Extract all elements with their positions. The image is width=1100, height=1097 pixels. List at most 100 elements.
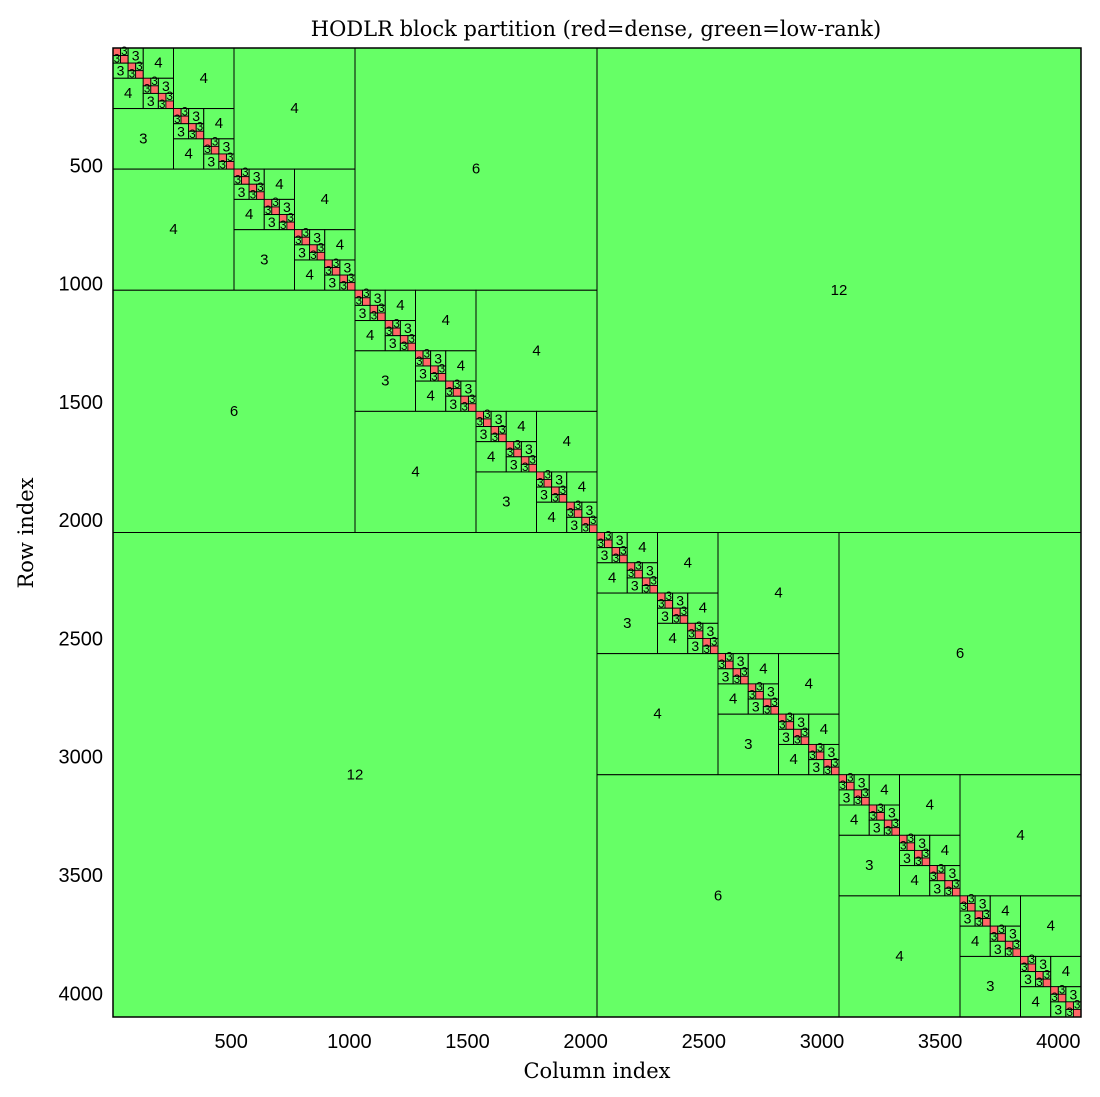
block-rank-label: 4 — [169, 221, 177, 238]
block-rank-label: 3 — [756, 682, 762, 694]
block-rank-label: 6 — [714, 887, 722, 904]
dense-block — [468, 403, 477, 412]
block-rank-label: 3 — [779, 720, 785, 732]
block-rank-label: 3 — [782, 729, 790, 745]
block-rank-label: 4 — [154, 55, 162, 72]
lowrank-block — [657, 532, 719, 594]
x-tick-labels: 500 1000 1500 2000 2500 3000 3500 4000 — [214, 1031, 1080, 1053]
lowrank-block — [899, 774, 961, 836]
lowrank-block — [112, 289, 356, 533]
block-rank-label: 3 — [288, 212, 294, 224]
block-rank-label: 3 — [1070, 986, 1078, 1002]
block-rank-label: 3 — [303, 227, 309, 239]
block-rank-label: 3 — [446, 386, 452, 398]
block-rank-label: 3 — [983, 909, 989, 921]
lowrank-block — [596, 774, 840, 1018]
block-rank-label: 3 — [938, 863, 944, 875]
block-rank-label: 3 — [877, 803, 883, 815]
block-rank-label: 3 — [1006, 947, 1012, 959]
block-rank-label: 3 — [461, 402, 467, 414]
lowrank-block — [717, 532, 840, 655]
block-rank-label: 3 — [964, 911, 972, 927]
block-rank-label: 3 — [522, 462, 528, 474]
dense-block — [377, 312, 386, 321]
block-rank-label: 3 — [257, 182, 263, 194]
block-rank-label: 3 — [132, 48, 140, 64]
block-rank-label: 4 — [336, 236, 344, 253]
block-rank-label: 3 — [507, 447, 513, 459]
block-rank-label: 3 — [764, 704, 770, 716]
block-rank-label: 3 — [344, 260, 352, 276]
block-rank-label: 3 — [192, 108, 200, 124]
lowrank-block — [1050, 955, 1082, 988]
dense-block — [558, 494, 568, 503]
block-rank-label: 3 — [1054, 1001, 1062, 1017]
block-rank-label: 4 — [124, 85, 132, 102]
block-rank-label: 3 — [797, 714, 805, 730]
block-rank-label: 3 — [824, 765, 830, 777]
lowrank-block — [173, 47, 235, 110]
block-rank-label: 3 — [167, 91, 173, 103]
block-rank-label: 4 — [411, 463, 419, 480]
block-rank-label: 4 — [290, 100, 298, 117]
block-rank-label: 3 — [310, 250, 316, 262]
block-rank-label: 4 — [578, 479, 586, 496]
block-rank-label: 3 — [434, 350, 442, 366]
block-rank-label: 3 — [930, 871, 936, 883]
block-rank-label: 3 — [688, 629, 694, 641]
dense-block — [831, 766, 840, 776]
block-rank-label: 4 — [305, 267, 313, 284]
block-rank-label: 4 — [653, 706, 661, 723]
block-rank-label: 3 — [212, 137, 218, 149]
block-rank-label: 3 — [623, 615, 631, 632]
block-rank-label: 3 — [832, 757, 838, 769]
block-rank-label: 3 — [268, 214, 276, 230]
lowrank-block — [263, 168, 295, 200]
y-tick-label: 1000 — [59, 274, 104, 296]
dense-block — [649, 585, 658, 594]
block-rank-label: 4 — [1062, 963, 1070, 980]
block-rank-label: 3 — [265, 205, 271, 217]
dense-block — [679, 615, 689, 624]
dense-block — [891, 827, 900, 836]
block-rank-label: 3 — [381, 373, 389, 390]
block-rank-label: 4 — [366, 327, 374, 344]
x-axis-label: Column index — [523, 1059, 670, 1083]
block-rank-label: 3 — [787, 712, 793, 724]
block-rank-label: 4 — [774, 585, 782, 602]
lowrank-block — [354, 47, 598, 291]
block-rank-label: 3 — [250, 190, 256, 202]
dense-block — [740, 675, 749, 685]
block-rank-label: 4 — [1047, 918, 1055, 935]
block-rank-label: 3 — [873, 820, 881, 836]
block-rank-label: 3 — [484, 409, 490, 421]
lowrank-block — [929, 834, 961, 867]
block-rank-label: 3 — [582, 523, 588, 535]
dense-block — [286, 221, 295, 231]
block-rank-label: 3 — [681, 606, 687, 618]
block-rank-label: 3 — [643, 583, 649, 595]
block-rank-label: 3 — [998, 924, 1004, 936]
block-rank-label: 3 — [416, 356, 422, 368]
block-rank-label: 3 — [371, 311, 377, 323]
lowrank-block — [173, 138, 205, 170]
block-rank-label: 4 — [850, 812, 858, 829]
block-rank-label: 3 — [348, 273, 354, 285]
block-rank-label: 4 — [971, 933, 979, 950]
block-rank-label: 3 — [469, 394, 475, 406]
block-rank-label: 4 — [215, 115, 223, 132]
lowrank-block — [596, 47, 1082, 533]
block-rank-label: 4 — [532, 342, 540, 359]
lowrank-block — [566, 471, 598, 503]
block-rank-label: 3 — [272, 197, 278, 209]
block-rank-label: 3 — [197, 121, 203, 133]
block-rank-label: 3 — [855, 795, 861, 807]
lowrank-block — [415, 289, 477, 352]
x-tick-label: 3500 — [918, 1031, 963, 1053]
block-rank-label: 4 — [442, 312, 450, 329]
dense-block — [347, 282, 356, 291]
block-rank-label: 3 — [598, 538, 604, 550]
dense-block — [619, 554, 628, 564]
block-rank-label: 3 — [389, 335, 397, 351]
